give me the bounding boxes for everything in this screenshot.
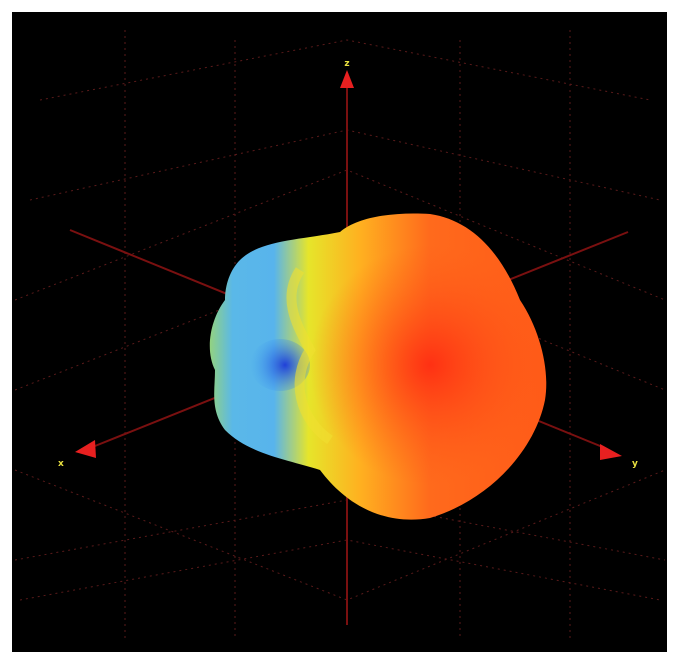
radiation-pattern: [209, 213, 547, 520]
y-label: y: [632, 459, 638, 469]
z-label: z: [344, 59, 349, 69]
x-label: x: [58, 459, 64, 469]
axis-labels: z x y: [58, 59, 638, 469]
